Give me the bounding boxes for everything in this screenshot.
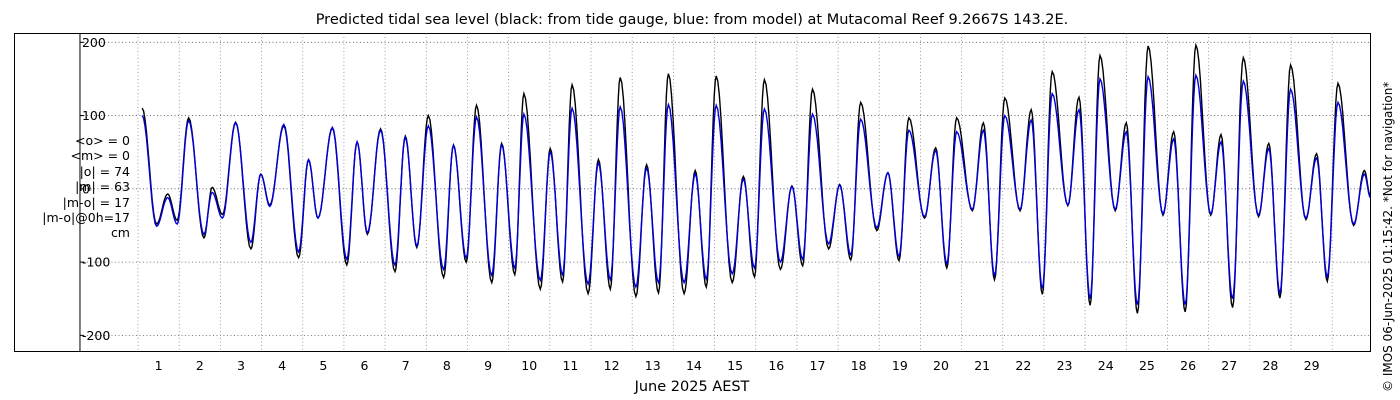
x-tick-label: 15	[727, 358, 743, 373]
x-tick-label: 6	[361, 358, 369, 373]
stats-panel: <o> = 0 <m> = 0 |o| = 74 |m| = 63 |m-o| …	[0, 133, 130, 241]
x-tick-label: 26	[1180, 358, 1196, 373]
chart-title: Predicted tidal sea level (black: from t…	[316, 12, 1069, 28]
x-tick-label: 21	[974, 358, 990, 373]
x-tick-label: 29	[1304, 358, 1320, 373]
x-tick-label: 23	[1057, 358, 1073, 373]
copyright-notice: © IMOS 06-Jun-2025 01:15:42. *Not for na…	[1381, 81, 1395, 392]
x-tick-label: 28	[1262, 358, 1278, 373]
x-tick-label: 1	[155, 358, 163, 373]
stat-abs-diff-0h: |m-o|@0h=17	[42, 210, 130, 226]
stat-mean-model: <m> = 0	[70, 148, 131, 164]
stat-abs-observed: |o| = 74	[79, 163, 130, 179]
x-tick-label: 8	[443, 358, 451, 373]
grid	[79, 33, 1371, 352]
x-tick-label: 27	[1221, 358, 1237, 373]
stat-abs-model: |m| = 63	[75, 179, 130, 195]
x-tick-label: 24	[1098, 358, 1114, 373]
x-tick-label: 25	[1139, 358, 1155, 373]
y-tick-label: 200	[82, 35, 106, 50]
stat-abs-diff: |m-o| = 17	[62, 194, 130, 210]
x-axis: 1 2 3 4 5 6 7 8 9 10 11 12 13 14 15 16 17 18 19 20 21 22 23 24 2…	[155, 358, 1320, 373]
x-tick-label: 2	[196, 358, 204, 373]
x-tick-label: 7	[402, 358, 410, 373]
y-tick-label: 0	[82, 181, 90, 196]
series-lines	[141, 42, 1372, 314]
x-tick-label: 13	[645, 358, 661, 373]
x-tick-label: 5	[319, 358, 327, 373]
x-axis-label: June 2025 AEST	[634, 379, 750, 395]
x-tick-label: 14	[686, 358, 702, 373]
x-tick-label: 19	[892, 358, 908, 373]
series-line-model	[141, 72, 1371, 305]
y-tick-label: -100	[82, 255, 110, 270]
x-tick-label: 11	[562, 358, 578, 373]
x-tick-label: 10	[521, 358, 537, 373]
x-tick-label: 22	[1015, 358, 1031, 373]
y-axis: -200 -100 0 100 200	[79, 33, 110, 351]
x-tick-label: 20	[933, 358, 949, 373]
x-tick-label: 12	[604, 358, 620, 373]
x-tick-label: 3	[237, 358, 245, 373]
x-tick-label: 9	[484, 358, 492, 373]
x-tick-label: 17	[810, 358, 826, 373]
stat-mean-observed: <o> = 0	[75, 133, 130, 148]
x-tick-label: 18	[851, 358, 867, 373]
y-tick-label: 100	[82, 108, 106, 123]
stat-unit: cm	[110, 225, 130, 241]
x-tick-label: 4	[278, 358, 286, 373]
x-tick-label: 16	[768, 358, 784, 373]
y-tick-label: -200	[82, 328, 110, 343]
